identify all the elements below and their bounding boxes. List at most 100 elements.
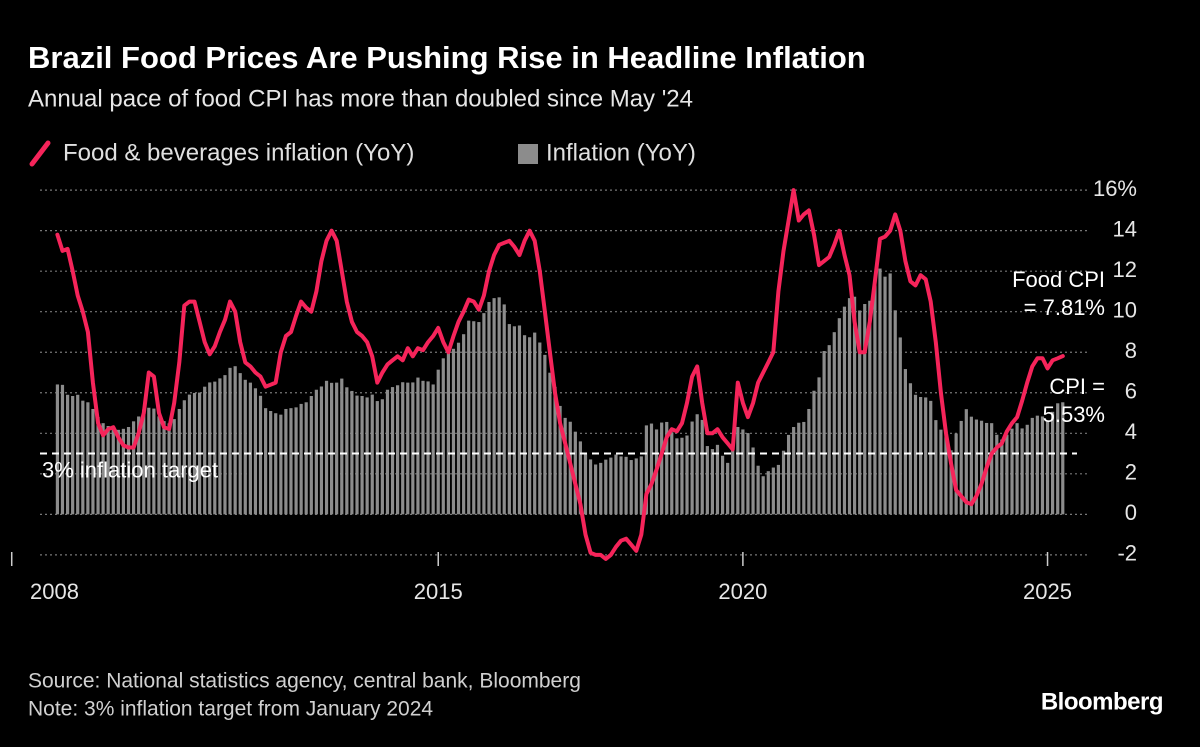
bar [837, 318, 841, 515]
bar [502, 304, 506, 515]
bar [365, 397, 369, 515]
bar [761, 476, 765, 515]
bar [852, 296, 857, 515]
y-tick-label: -2 [1117, 541, 1137, 566]
bar [609, 457, 613, 515]
bar [350, 390, 354, 515]
bar [624, 456, 628, 515]
target-label: 3% inflation target [42, 457, 218, 482]
bar [964, 409, 968, 515]
bar [314, 389, 318, 515]
bar [1005, 434, 1009, 515]
bar [370, 394, 374, 515]
bar [614, 454, 618, 515]
bar [990, 423, 994, 515]
bar [858, 310, 862, 515]
footnote: Note: 3% inflation target from January 2… [28, 698, 433, 721]
y-tick-label: 0 [1125, 500, 1137, 525]
bar [512, 326, 516, 515]
bar [883, 276, 887, 515]
annotation: = 7.81% [1024, 295, 1105, 320]
bar [284, 408, 288, 515]
bar [218, 378, 222, 515]
x-tick-label: 2025 [1023, 579, 1072, 604]
bar [101, 423, 105, 515]
bar [137, 416, 141, 515]
y-tick-label: 4 [1125, 419, 1137, 444]
bar [847, 298, 852, 515]
bar [147, 407, 151, 515]
bar [949, 450, 953, 515]
bar [665, 421, 669, 515]
bar [599, 462, 603, 515]
bar [375, 401, 379, 515]
bar [812, 390, 816, 515]
bar [842, 306, 847, 515]
brand-logo: Bloomberg [1041, 688, 1163, 715]
annotation: CPI = [1049, 374, 1105, 399]
bar [538, 342, 542, 515]
bar [436, 369, 440, 515]
bar [1045, 421, 1050, 515]
source-note: Source: National statistics agency, cent… [28, 670, 581, 693]
bar [974, 419, 979, 515]
bar [177, 408, 181, 515]
bar [929, 400, 933, 515]
bar [487, 301, 491, 515]
bar [253, 388, 258, 515]
bar [944, 434, 948, 515]
y-tick-label: 2 [1125, 460, 1137, 485]
bar [76, 394, 80, 515]
x-tick-label: 2020 [718, 579, 767, 604]
bar [903, 369, 907, 515]
bar [431, 384, 435, 515]
bar [690, 421, 694, 515]
bar [106, 425, 110, 515]
bar [462, 334, 466, 515]
bar [248, 382, 252, 515]
bar [269, 411, 273, 515]
bar [324, 380, 329, 515]
bar [380, 399, 384, 515]
bar [979, 420, 984, 515]
bar [619, 456, 623, 515]
bar [157, 416, 161, 515]
bar [86, 402, 90, 515]
bar [919, 397, 923, 515]
bar [995, 434, 999, 515]
bar [934, 420, 938, 515]
y-tick-label: 8 [1125, 338, 1137, 363]
bar [360, 396, 364, 515]
bar [604, 459, 608, 515]
bar [908, 383, 913, 515]
bar [802, 421, 806, 515]
bar [472, 321, 476, 515]
bar [710, 449, 715, 515]
legend: Food & beverages inflation (YoY) Inflati… [29, 139, 696, 167]
bar [274, 413, 278, 515]
bar [558, 405, 562, 515]
bar [507, 324, 511, 515]
bar [467, 320, 471, 515]
y-tick-label: 12 [1113, 257, 1137, 282]
bar [192, 392, 197, 515]
bar [594, 464, 598, 515]
bar [873, 285, 877, 515]
bar [1020, 428, 1024, 515]
bar [731, 448, 735, 515]
bar [258, 395, 263, 515]
bar [1040, 416, 1045, 515]
chart-subtitle: Annual pace of food CPI has more than do… [28, 85, 693, 112]
bar [680, 437, 684, 515]
bar [65, 394, 70, 515]
bar [121, 428, 126, 515]
bar [563, 417, 567, 515]
bar [792, 427, 796, 515]
bar [416, 377, 420, 515]
bar [492, 298, 496, 515]
bar [309, 396, 313, 515]
bar [172, 419, 176, 515]
bar [264, 408, 268, 515]
bar [644, 425, 649, 515]
bar [533, 332, 537, 515]
